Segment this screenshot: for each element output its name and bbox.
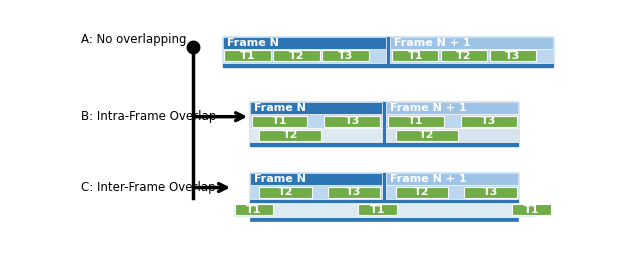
Bar bbox=[250, 173, 382, 185]
Bar bbox=[223, 49, 386, 63]
Text: Frame N + 1: Frame N + 1 bbox=[391, 103, 467, 113]
Bar bbox=[250, 217, 518, 221]
Text: B: Intra-Frame Overlap: B: Intra-Frame Overlap bbox=[81, 110, 217, 123]
Text: T2: T2 bbox=[456, 51, 472, 61]
Bar bbox=[260, 130, 321, 141]
Bar bbox=[386, 185, 518, 199]
Bar bbox=[388, 116, 444, 127]
Bar bbox=[322, 51, 369, 61]
Text: T1: T1 bbox=[246, 205, 261, 215]
Text: T3: T3 bbox=[338, 51, 353, 61]
Bar bbox=[396, 187, 449, 198]
Text: Frame N + 1: Frame N + 1 bbox=[394, 38, 471, 48]
Text: A: No overlapping: A: No overlapping bbox=[81, 33, 187, 46]
Text: T2: T2 bbox=[414, 187, 430, 197]
Bar bbox=[391, 49, 553, 63]
Text: T3: T3 bbox=[482, 187, 498, 197]
Bar bbox=[441, 51, 487, 61]
Bar bbox=[391, 37, 553, 49]
Bar bbox=[464, 187, 517, 198]
Bar bbox=[250, 102, 518, 146]
Text: T1: T1 bbox=[240, 51, 255, 61]
Text: T1: T1 bbox=[408, 116, 424, 126]
Bar bbox=[250, 114, 382, 128]
Bar bbox=[233, 203, 535, 217]
Bar bbox=[250, 185, 382, 199]
Text: T2: T2 bbox=[419, 130, 434, 140]
Text: T3: T3 bbox=[344, 116, 360, 126]
Bar bbox=[260, 187, 312, 198]
Text: C: Inter-Frame Overlap: C: Inter-Frame Overlap bbox=[81, 181, 216, 194]
Text: Frame N: Frame N bbox=[254, 103, 306, 113]
Bar bbox=[251, 116, 308, 127]
Text: T1: T1 bbox=[271, 116, 287, 126]
Text: T2: T2 bbox=[278, 187, 293, 197]
Bar bbox=[386, 128, 518, 142]
Text: T3: T3 bbox=[346, 187, 361, 197]
Text: T3: T3 bbox=[505, 51, 520, 61]
Text: T1: T1 bbox=[524, 205, 539, 215]
Bar bbox=[273, 51, 319, 61]
Text: Frame N: Frame N bbox=[254, 174, 306, 184]
Bar bbox=[358, 204, 396, 215]
Bar bbox=[396, 130, 458, 141]
Text: T2: T2 bbox=[283, 130, 298, 140]
Bar bbox=[225, 51, 271, 61]
Bar bbox=[328, 187, 380, 198]
Text: T1: T1 bbox=[369, 205, 385, 215]
Bar bbox=[223, 37, 553, 67]
Bar bbox=[250, 102, 382, 114]
Text: Frame N + 1: Frame N + 1 bbox=[391, 174, 467, 184]
Bar bbox=[392, 51, 439, 61]
Text: Frame N: Frame N bbox=[227, 38, 279, 48]
Bar bbox=[461, 116, 517, 127]
Bar bbox=[489, 51, 536, 61]
Text: T3: T3 bbox=[481, 116, 497, 126]
Bar bbox=[250, 173, 518, 203]
Bar bbox=[223, 37, 386, 49]
Text: T2: T2 bbox=[289, 51, 305, 61]
Bar bbox=[512, 204, 551, 215]
Bar bbox=[324, 116, 380, 127]
Bar bbox=[386, 173, 518, 185]
Text: T1: T1 bbox=[407, 51, 423, 61]
Bar bbox=[386, 102, 518, 114]
Bar bbox=[250, 128, 382, 142]
Bar bbox=[386, 114, 518, 128]
Bar bbox=[235, 204, 273, 215]
